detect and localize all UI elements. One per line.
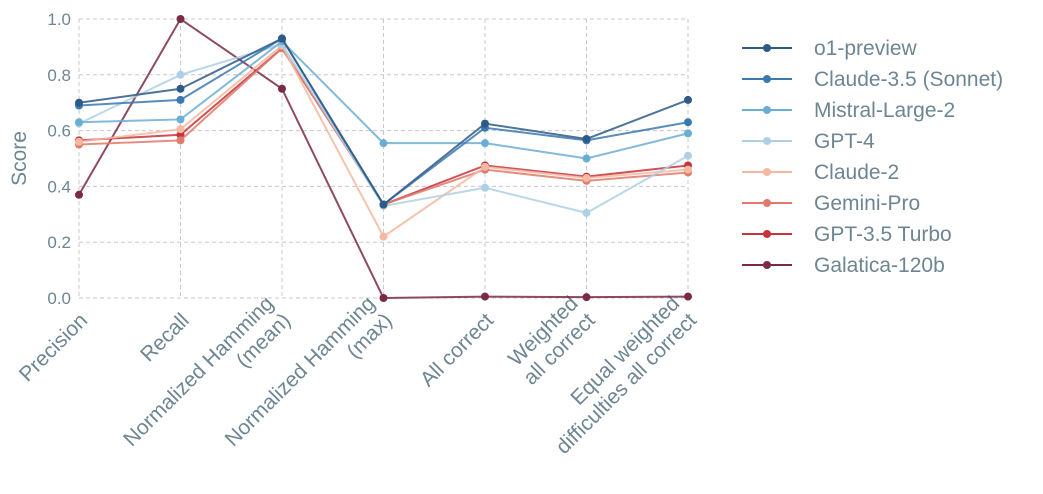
legend-swatch-marker	[763, 106, 771, 114]
legend-swatch-marker	[763, 230, 771, 238]
data-point	[481, 292, 489, 301]
data-point	[684, 151, 692, 160]
legend-label: GPT-3.5 Turbo	[814, 223, 952, 246]
data-point	[278, 84, 286, 93]
x-tick-label: Recall	[136, 309, 194, 367]
grid	[78, 18, 689, 299]
svg-text:Recall: Recall	[136, 309, 194, 367]
legend-label: Gemini-Pro	[814, 192, 920, 215]
data-point	[176, 70, 185, 79]
data-point	[75, 118, 83, 127]
data-point	[379, 139, 388, 148]
data-point	[75, 137, 83, 146]
x-tick-label: Normalized Hamming(mean)	[119, 292, 295, 468]
data-point	[176, 125, 185, 134]
y-tick-label: 0.6	[47, 122, 71, 141]
data-point	[379, 294, 388, 302]
data-point	[684, 95, 692, 104]
y-tick-label: 0.8	[47, 66, 71, 85]
legend-swatch-marker	[763, 44, 771, 52]
x-tick-label: Precision	[15, 309, 92, 386]
x-tick-line: All correct	[416, 309, 498, 391]
data-point	[176, 136, 185, 145]
y-tick-label: 0.2	[47, 233, 71, 252]
data-point	[278, 34, 286, 43]
legend-item: Gemini-Pro	[742, 192, 920, 215]
series-line	[78, 17, 689, 300]
x-tick-line: Precision	[15, 309, 92, 386]
y-tick-label: 0.4	[47, 177, 71, 196]
legend-swatch-marker	[763, 168, 771, 176]
y-tick-label: 0.0	[47, 289, 71, 308]
svg-text:Precision: Precision	[15, 309, 92, 386]
legend-item: Mistral-Large-2	[742, 99, 955, 122]
data-point	[684, 165, 692, 174]
data-point	[481, 162, 489, 171]
data-point	[481, 183, 489, 192]
data-point	[582, 208, 591, 217]
data-point	[75, 190, 83, 199]
series-galatica-120b	[75, 15, 692, 302]
series-mistral-large-2	[75, 37, 692, 163]
data-point	[176, 115, 185, 124]
legend-swatch-marker	[763, 75, 771, 83]
legend-item: Claude-3.5 (Sonnet)	[742, 68, 1003, 91]
series-layer	[75, 15, 692, 302]
data-point	[684, 118, 692, 127]
legend-label: GPT-4	[814, 130, 875, 153]
legend-label: Galatica-120b	[814, 254, 945, 277]
legend-label: Claude-2	[814, 161, 899, 184]
data-point	[481, 139, 489, 148]
legend-item: Galatica-120b	[742, 254, 945, 277]
data-point	[75, 98, 83, 107]
svg-text:All correct: All correct	[416, 309, 498, 391]
data-point	[176, 84, 185, 93]
series-o1-preview	[75, 34, 692, 209]
legend-swatch-marker	[763, 199, 771, 207]
y-tick-label: 1.0	[47, 10, 71, 29]
data-point	[379, 200, 388, 209]
data-point	[481, 119, 489, 128]
data-point	[176, 130, 185, 139]
legend-item: Claude-2	[742, 161, 899, 184]
legend-label: Claude-3.5 (Sonnet)	[814, 68, 1003, 91]
data-point	[684, 129, 692, 138]
legend: o1-preview Claude-3.5 (Sonnet) Mistral-Lar…	[742, 37, 1003, 277]
data-point	[582, 134, 591, 143]
legend-item: GPT-4	[742, 130, 875, 153]
legend-label: Mistral-Large-2	[814, 99, 955, 122]
data-point	[582, 293, 591, 302]
data-point	[379, 232, 388, 241]
data-point	[582, 154, 591, 163]
data-point	[176, 15, 185, 23]
legend-swatch-marker	[763, 261, 771, 269]
svg-text:Normalized Hamming(mean): Normalized Hamming(mean)	[119, 292, 295, 468]
y-axis-title: Score	[8, 131, 31, 186]
legend-swatch-marker	[763, 137, 771, 145]
legend-item: o1-preview	[742, 37, 918, 60]
legend-item: GPT-3.5 Turbo	[742, 223, 952, 246]
data-point	[582, 174, 591, 183]
data-point	[684, 292, 692, 301]
series-claude-2	[75, 41, 692, 241]
x-tick-line: Recall	[136, 309, 194, 367]
legend-label: o1-preview	[814, 37, 918, 60]
data-point	[176, 95, 185, 104]
x-tick-label: All correct	[416, 309, 498, 391]
